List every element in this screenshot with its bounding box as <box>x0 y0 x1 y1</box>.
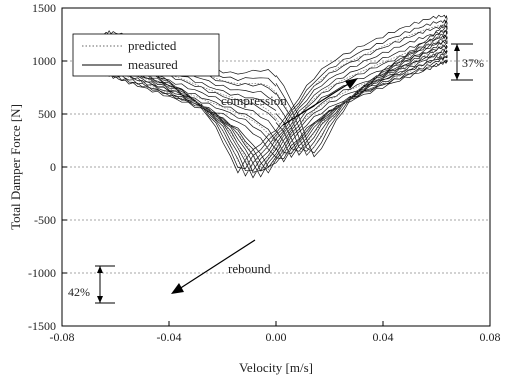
x-axis-label: Velocity [m/s] <box>239 360 313 375</box>
y-tick-label-1: 1000 <box>32 54 56 68</box>
y-tick-label-4: -500 <box>34 213 56 227</box>
y-axis-label: Total Damper Force [N] <box>8 104 23 230</box>
x-tick-label-4: 0.08 <box>480 330 501 344</box>
bottom-spread-bracket <box>95 265 115 304</box>
bottom-spread-label: 42% <box>68 285 90 299</box>
x-tick-label-3: 0.04 <box>373 330 394 344</box>
legend: predicted measured <box>72 33 220 77</box>
y-tick-label-3: 0 <box>50 160 56 174</box>
y-tick-label-2: 500 <box>38 107 56 121</box>
x-tick-label-0: -0.08 <box>50 330 75 344</box>
x-tick-label-2: 0.00 <box>266 330 287 344</box>
legend-label-predicted: predicted <box>128 38 177 53</box>
top-spread-label: 37% <box>462 56 484 70</box>
series-line-0-measured <box>104 59 448 168</box>
rebound-arrow <box>175 239 256 292</box>
rebound-label: rebound <box>228 261 271 276</box>
rebound-arrowhead <box>171 283 184 294</box>
x-tick-label-1: -0.04 <box>157 330 182 344</box>
x-ticks: -0.08 -0.04 0.00 0.04 0.08 <box>50 321 501 344</box>
compression-arrow <box>282 80 354 126</box>
y-tick-label-0: 1500 <box>32 1 56 15</box>
y-tick-label-5: -1000 <box>28 266 56 280</box>
top-spread-bracket <box>451 43 473 81</box>
compression-arrowhead <box>345 78 358 89</box>
legend-label-measured: measured <box>128 57 178 72</box>
y-tick-label-6: -1500 <box>28 319 56 333</box>
y-ticks: 1500 1000 500 0 -500 -1000 -1500 <box>28 1 67 333</box>
series-line-10-predicted <box>104 52 448 171</box>
legend-box <box>72 33 220 77</box>
compression-label: compression <box>221 93 287 108</box>
